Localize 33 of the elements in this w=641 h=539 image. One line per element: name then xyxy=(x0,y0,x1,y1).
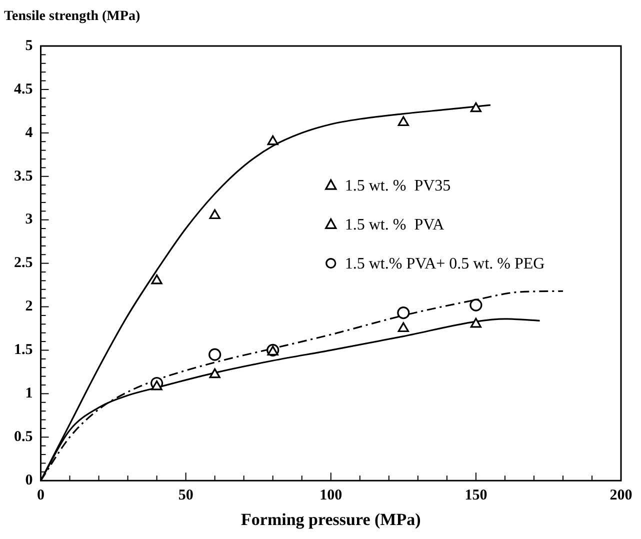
point xyxy=(151,274,162,284)
x-tick-label: 200 xyxy=(610,487,632,504)
x-tick-label: 0 xyxy=(37,487,44,504)
y-tick-label: 2.5 xyxy=(14,255,33,272)
point xyxy=(398,116,409,126)
y-tick-label: 0.5 xyxy=(14,429,33,446)
y-tick-label: 1.5 xyxy=(14,342,33,358)
point xyxy=(398,322,409,332)
y-tick-label: 3 xyxy=(25,212,33,228)
x-tick-label: 150 xyxy=(464,487,488,504)
point xyxy=(151,380,162,390)
point xyxy=(470,102,482,112)
point xyxy=(470,318,482,328)
point xyxy=(397,306,410,320)
point xyxy=(209,209,220,220)
y-tick-label: 1 xyxy=(25,386,33,402)
x-tick-label: 50 xyxy=(178,487,194,504)
point xyxy=(209,368,220,378)
y-tick-label: 5 xyxy=(25,38,33,54)
y-tick-label: 0 xyxy=(25,472,33,488)
point xyxy=(208,348,222,361)
point xyxy=(470,298,482,312)
y-tick-label: 2 xyxy=(25,298,33,315)
legend-label: 1.5 wt. % PV35 xyxy=(344,177,451,194)
x-tick-label: 100 xyxy=(320,487,342,504)
y-tick-label: 3.5 xyxy=(14,168,33,184)
y-axis-title: Tensile strength (MPa) xyxy=(4,9,140,24)
legend-label: 1.5 wt. % PVA xyxy=(344,216,445,234)
y-tick-label: 4.5 xyxy=(14,81,33,98)
legend-label: 1.5 wt.% PVA+ 0.5 wt. % PEG xyxy=(344,256,546,273)
point xyxy=(267,135,278,146)
x-axis-title: Forming pressure (MPa) xyxy=(241,510,421,530)
y-tick-label: 4 xyxy=(25,124,34,141)
